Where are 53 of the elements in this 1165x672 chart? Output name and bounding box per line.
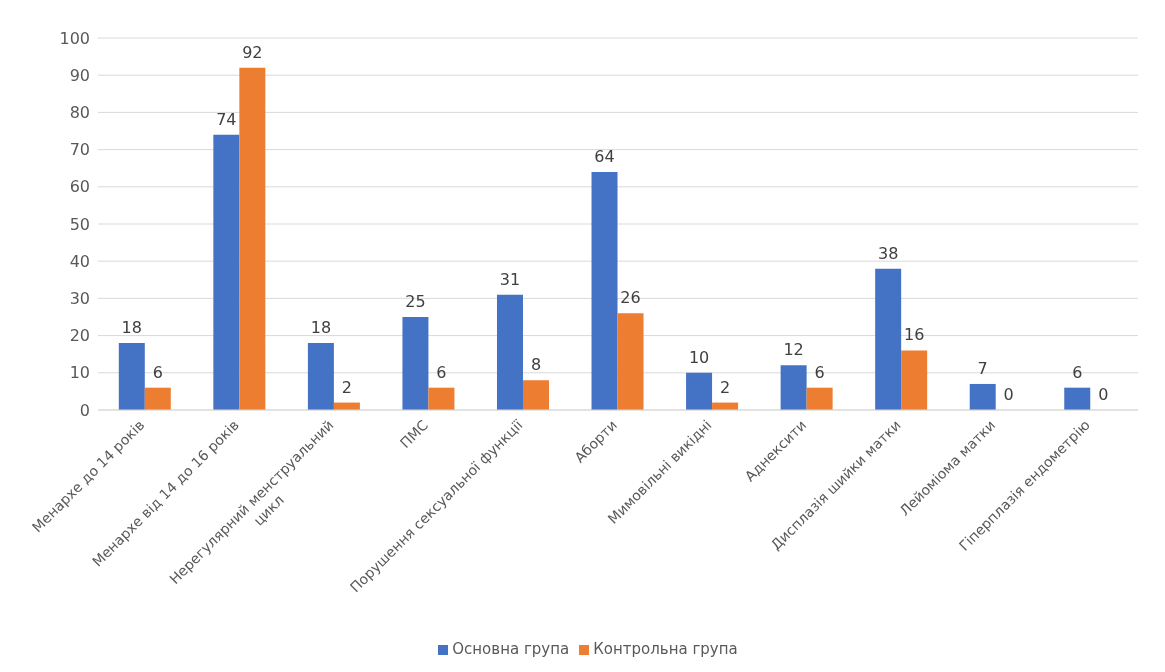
bar	[402, 317, 429, 410]
data-label: 2	[341, 377, 352, 397]
bar	[118, 343, 145, 410]
data-label: 6	[1072, 362, 1083, 382]
data-label: 2	[719, 377, 731, 397]
bar	[780, 365, 807, 410]
data-label: 16	[903, 325, 925, 345]
bar	[686, 372, 713, 410]
bar	[1064, 387, 1091, 410]
data-label: 7	[977, 358, 988, 378]
data-label: 38	[877, 243, 899, 263]
data-label: 10	[688, 347, 710, 367]
data-label: 64	[594, 146, 615, 166]
bar	[806, 387, 833, 410]
legend-label: Основна група	[452, 640, 570, 658]
y-tick-label: 60	[69, 177, 90, 197]
y-tick-label: 10	[69, 363, 90, 383]
data-label: 6	[436, 362, 447, 382]
data-label: 8	[530, 355, 542, 375]
bar	[969, 383, 996, 410]
data-label: 12	[783, 340, 804, 360]
bar	[307, 343, 334, 410]
bar	[617, 313, 644, 410]
data-label: 6	[814, 362, 825, 382]
data-label: 31	[499, 269, 521, 289]
data-label: 0	[1098, 384, 1109, 404]
y-tick-label: 30	[69, 289, 90, 309]
y-tick-label: 0	[79, 400, 90, 420]
y-tick-label: 80	[69, 103, 90, 123]
bar	[144, 387, 171, 410]
bar	[428, 387, 455, 410]
data-label: 74	[216, 109, 237, 129]
y-tick-label: 70	[69, 140, 90, 160]
y-tick-label: 50	[69, 214, 90, 234]
bar	[496, 294, 523, 410]
data-label: 6	[152, 362, 163, 382]
bar	[239, 67, 266, 410]
data-label: 0	[1003, 384, 1014, 404]
data-label: 25	[405, 292, 426, 311]
bar	[901, 350, 928, 410]
bar	[522, 380, 549, 410]
y-tick-label: 40	[69, 251, 90, 271]
legend-label: Контрольна група	[593, 640, 738, 658]
data-label: 18	[310, 318, 332, 338]
bar	[875, 268, 902, 410]
y-tick-label: 20	[69, 326, 90, 346]
y-tick-label: 90	[69, 65, 90, 85]
bar	[591, 171, 618, 410]
y-tick-label: 100	[59, 28, 90, 48]
data-label: 26	[620, 288, 641, 308]
bar	[213, 134, 240, 410]
data-label: 18	[121, 318, 142, 338]
data-label: 92	[242, 42, 263, 62]
